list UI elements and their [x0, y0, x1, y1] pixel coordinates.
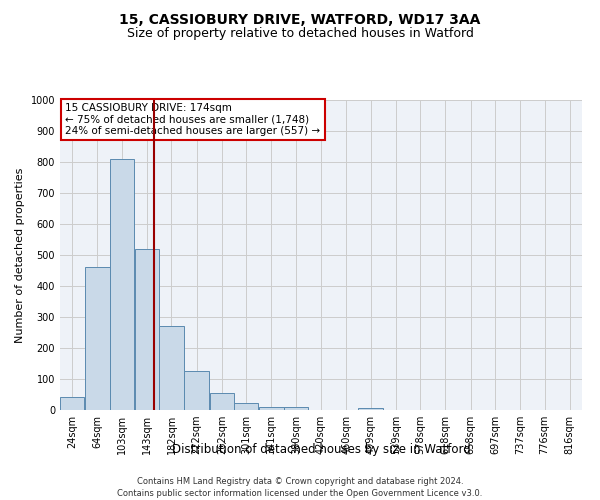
Y-axis label: Number of detached properties: Number of detached properties [15, 168, 25, 342]
Bar [284, 407, 308, 410]
Text: 15 CASSIOBURY DRIVE: 174sqm
← 75% of detached houses are smaller (1,748)
24% of : 15 CASSIOBURY DRIVE: 174sqm ← 75% of det… [65, 103, 320, 136]
Bar [259, 407, 284, 410]
Bar [60, 397, 85, 410]
Bar [209, 393, 234, 410]
Bar [135, 249, 159, 410]
Bar [184, 371, 209, 410]
Bar [234, 403, 259, 410]
Bar [159, 326, 184, 410]
Text: Contains HM Land Registry data © Crown copyright and database right 2024.: Contains HM Land Registry data © Crown c… [137, 478, 463, 486]
Text: Size of property relative to detached houses in Watford: Size of property relative to detached ho… [127, 28, 473, 40]
Bar [358, 408, 383, 410]
Text: Distribution of detached houses by size in Watford: Distribution of detached houses by size … [172, 442, 470, 456]
Text: 15, CASSIOBURY DRIVE, WATFORD, WD17 3AA: 15, CASSIOBURY DRIVE, WATFORD, WD17 3AA [119, 12, 481, 26]
Text: Contains public sector information licensed under the Open Government Licence v3: Contains public sector information licen… [118, 489, 482, 498]
Bar [85, 267, 110, 410]
Bar [110, 159, 134, 410]
